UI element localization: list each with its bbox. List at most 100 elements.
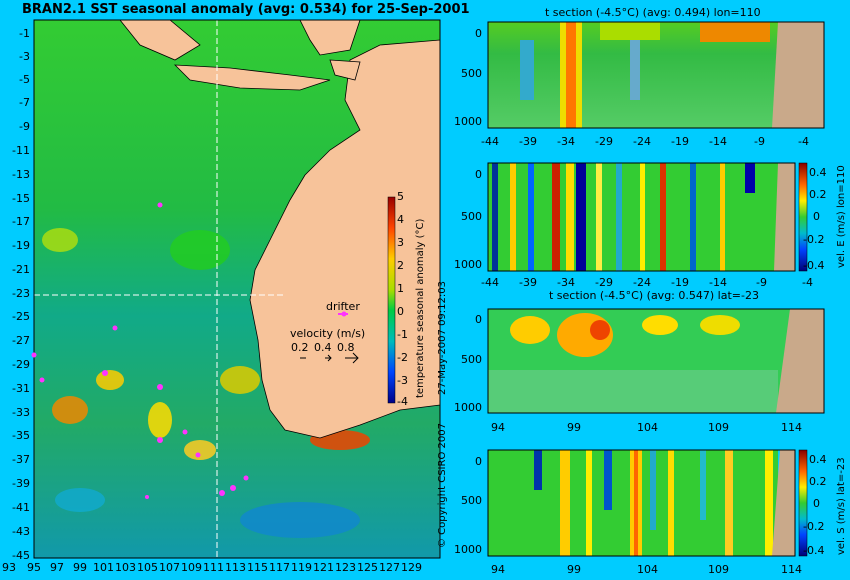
map-colorbar <box>387 196 396 404</box>
sulawesi-land <box>329 59 361 81</box>
map-xtick: 97 <box>50 561 64 574</box>
map-frame <box>33 19 441 559</box>
map-cbar-tick: 5 <box>397 190 404 203</box>
map-ytick: -33 <box>12 406 30 419</box>
section2-xtick: -14 <box>709 276 727 289</box>
map-ytick: -7 <box>19 96 30 109</box>
map-ytick: -25 <box>12 310 30 323</box>
section2-cbar-tick: -0.4 <box>803 259 825 272</box>
section2-stripes <box>492 163 755 271</box>
map-ytick: -27 <box>12 334 30 347</box>
section1-land <box>772 22 824 128</box>
section1-xtick: -29 <box>595 135 613 148</box>
section4-ytick: 1000 <box>454 543 482 556</box>
section2-ytick: 1000 <box>454 258 482 271</box>
map-ytick: -31 <box>12 382 30 395</box>
map-xtick: 95 <box>27 561 41 574</box>
velocity-value: 0.4 <box>314 341 332 354</box>
section1-frame <box>487 21 825 129</box>
map-title: BRAN2.1 SST seasonal anomaly (avg: 0.534… <box>22 2 470 17</box>
section4-xtick: 114 <box>781 563 802 576</box>
map-ytick: -19 <box>12 239 30 252</box>
section2-xtick: -19 <box>671 276 689 289</box>
map-ytick: -39 <box>12 477 30 490</box>
section3-xtick: 109 <box>708 421 729 434</box>
section4-colorbar <box>798 449 808 557</box>
section1-xtick: -24 <box>633 135 651 148</box>
section3-xtick: 114 <box>781 421 802 434</box>
section4-cbar-tick: 0 <box>813 497 820 510</box>
section1-xtick: -34 <box>557 135 575 148</box>
date-stamp: 27-May-2007 09:12:03 <box>437 281 448 395</box>
section2-colorbar-label: vel. E (m/s) lon=110 <box>836 165 847 268</box>
map-ytick: -21 <box>12 263 30 276</box>
section4-cbar-tick: 0.2 <box>809 475 827 488</box>
section3-ytick: 500 <box>461 353 482 366</box>
map-xtick: 115 <box>247 561 268 574</box>
section3-title: t section (-4.5°C) (avg: 0.547) lat=-23 <box>549 289 759 302</box>
section4-colorbar-label: vel. S (m/s) lat=-23 <box>836 457 847 555</box>
map-ytick: -17 <box>12 215 30 228</box>
section1-xtick: -39 <box>519 135 537 148</box>
map-xtick: 109 <box>181 561 202 574</box>
section4-cbar-tick: 0.4 <box>809 453 827 466</box>
section1-xtick: -44 <box>481 135 499 148</box>
map-colorbar-ticks: 5 4 3 2 1 0 -1 -2 -3 -4 <box>397 190 417 410</box>
map-xtick: 119 <box>291 561 312 574</box>
map-ytick: -45 <box>12 549 30 562</box>
map-ytick: -43 <box>12 525 30 538</box>
map-cbar-tick: -2 <box>397 351 408 364</box>
map-xtick: 99 <box>73 561 87 574</box>
section4-xtick: 99 <box>567 563 581 576</box>
section3-ytick: 1000 <box>454 401 482 414</box>
map-ytick: -41 <box>12 501 30 514</box>
section2-xtick: -29 <box>595 276 613 289</box>
section4-xtick: 94 <box>491 563 505 576</box>
map-xtick: 107 <box>159 561 180 574</box>
map-ytick: -37 <box>12 453 30 466</box>
map-xtick: 123 <box>335 561 356 574</box>
section1-xtick: -4 <box>798 135 809 148</box>
section1-xtick: -19 <box>671 135 689 148</box>
map-ytick: -3 <box>19 50 30 63</box>
map-cbar-tick: 1 <box>397 282 404 295</box>
section2-ytick: 500 <box>461 210 482 223</box>
copyright-text: © Copyright CSIRO 2007 <box>437 423 448 548</box>
section2-xtick: -24 <box>633 276 651 289</box>
map-cbar-tick: 0 <box>397 305 404 318</box>
velocity-arrows <box>300 352 359 364</box>
section2-colorbar <box>798 162 808 272</box>
section2-xtick: -34 <box>557 276 575 289</box>
section1-xtick: -14 <box>709 135 727 148</box>
section2-xtick: -39 <box>519 276 537 289</box>
section4-land <box>772 450 795 556</box>
map-xtick: 101 <box>93 561 114 574</box>
section2-xtick: -44 <box>481 276 499 289</box>
section4-xtick: 109 <box>708 563 729 576</box>
section2-cbar-tick: 0 <box>813 210 820 223</box>
section3-xtick: 104 <box>637 421 658 434</box>
map-ytick: -35 <box>12 429 30 442</box>
section3-xtick: 99 <box>567 421 581 434</box>
section1-ytick: 0 <box>475 27 482 40</box>
velocity-value: 0.8 <box>337 341 355 354</box>
map-ytick: -23 <box>12 287 30 300</box>
map-xticks: 93 95 97 99 101 103 105 107 109 111 113 … <box>0 561 445 577</box>
section2-cbar-tick: -0.2 <box>803 233 825 246</box>
section1-ytick: 1000 <box>454 115 482 128</box>
map-ytick: -5 <box>19 73 30 86</box>
section2-land <box>774 163 795 271</box>
section4-cbar-tick: -0.4 <box>803 544 825 557</box>
section4-cbar-tick: -0.2 <box>803 520 825 533</box>
section2-cbar-tick: 0.4 <box>809 166 827 179</box>
section3-xtick: 94 <box>491 421 505 434</box>
section2-xtick: -9 <box>756 276 767 289</box>
section2-ytick: 0 <box>475 168 482 181</box>
section3-features <box>488 313 778 413</box>
map-xtick: 93 <box>2 561 16 574</box>
section2-cbar-tick: 0.2 <box>809 188 827 201</box>
map-anomaly-blobs <box>42 183 370 538</box>
section2-frame <box>487 162 796 272</box>
section4-frame <box>487 449 796 557</box>
